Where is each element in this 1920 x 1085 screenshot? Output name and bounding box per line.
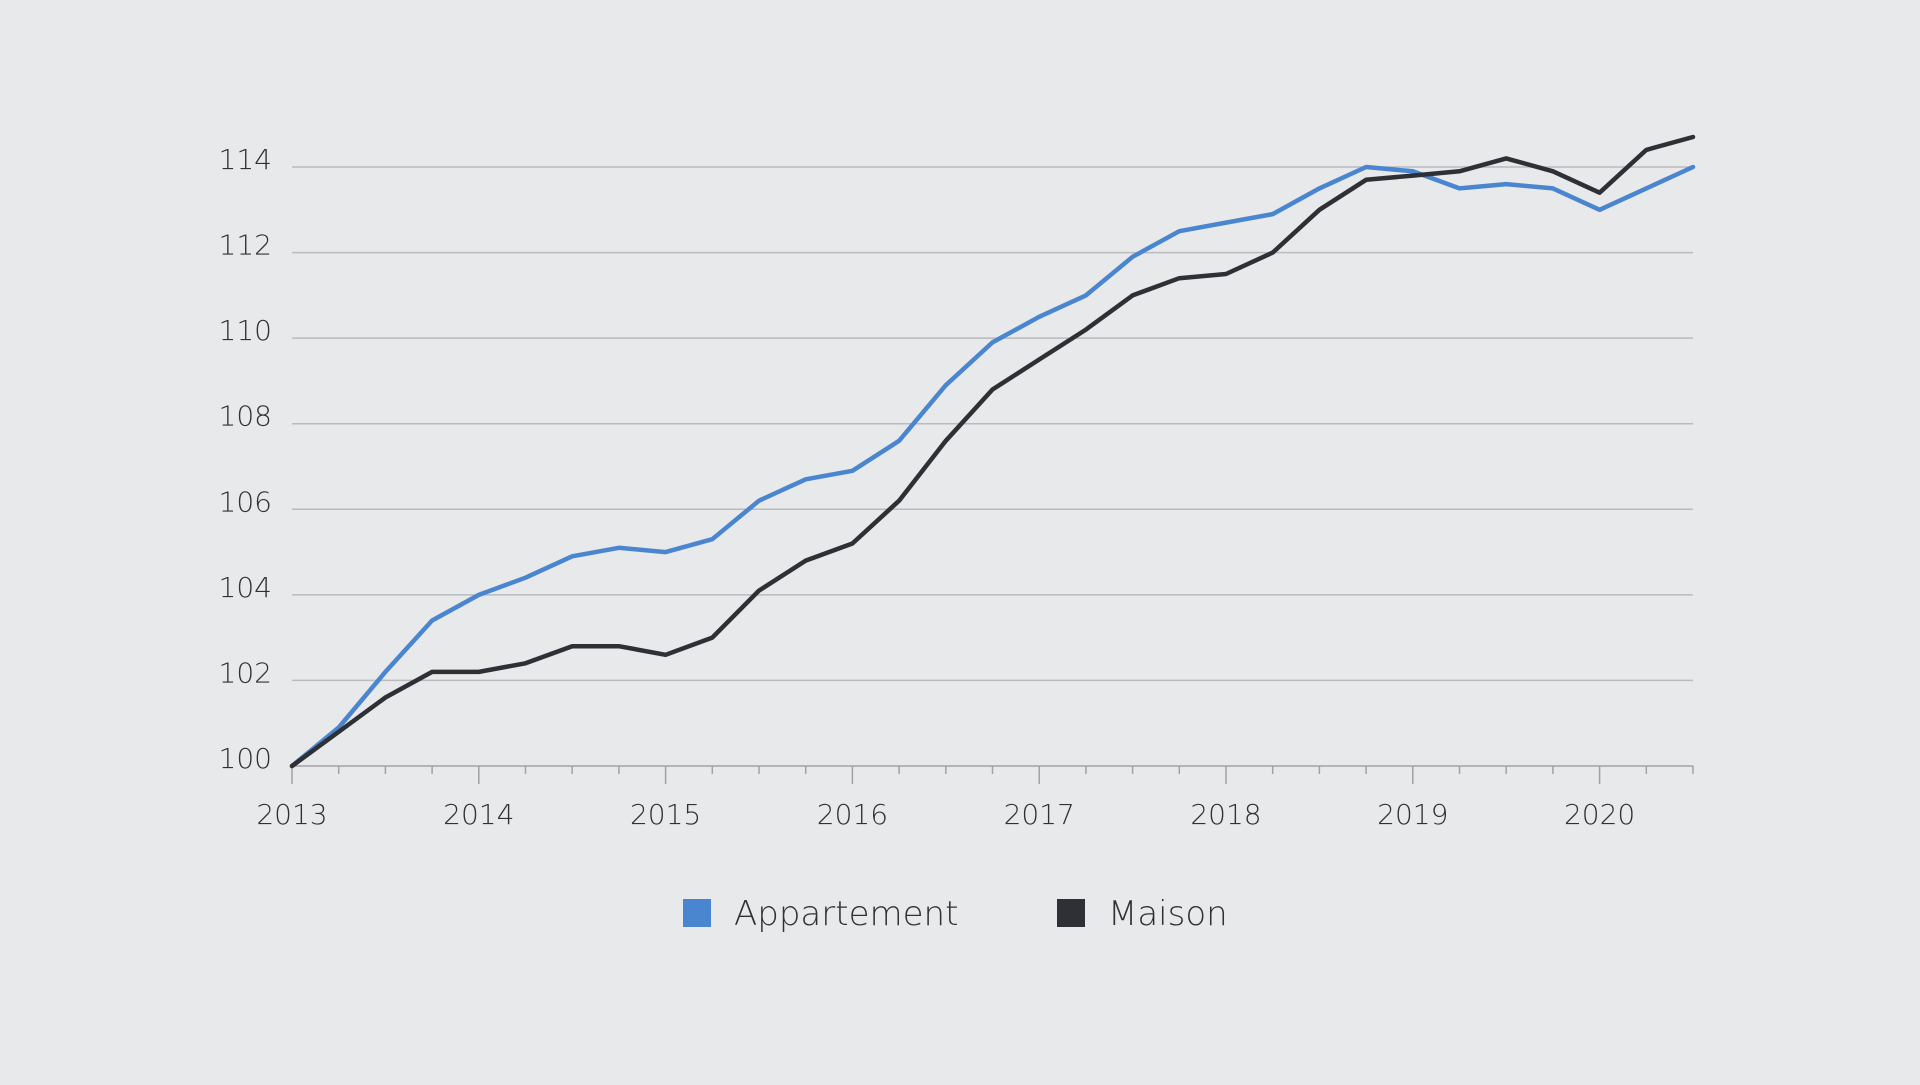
legend-label-maison: Maison: [1108, 894, 1228, 934]
x-tick-label: 2015: [630, 798, 701, 831]
x-tick-label: 2020: [1564, 798, 1635, 831]
y-tick-label: 100: [219, 742, 272, 775]
x-tick-label: 2017: [1004, 798, 1075, 831]
series-line-appartement: [289, 164, 1696, 769]
y-tick-label: 112: [219, 229, 272, 262]
legend-label-appartement: Appartement: [734, 894, 958, 934]
x-tick-label: 2016: [817, 798, 888, 831]
y-tick-label: 102: [219, 656, 272, 689]
y-axis: 100 102 104 106 108 110 112 114: [219, 143, 272, 775]
series-layer: [289, 134, 1696, 769]
y-tick-label: 114: [219, 143, 272, 176]
x-tick-label: 2019: [1377, 798, 1448, 831]
x-axis: 2013 2014 2015 2016 2017 2018 2019 2020: [256, 765, 1694, 831]
legend-swatch-maison: [1057, 899, 1085, 927]
y-tick-label: 104: [219, 571, 272, 604]
y-tick-label: 108: [219, 400, 272, 433]
x-tick-label: 2018: [1190, 798, 1261, 831]
legend-swatch-appartement: [683, 899, 711, 927]
y-tick-label: 106: [219, 485, 272, 518]
x-tick-label: 2013: [256, 798, 327, 831]
series-line-maison: [289, 134, 1696, 769]
grid-layer: [292, 166, 1693, 682]
x-tick-label: 2014: [443, 798, 514, 831]
legend: Appartement Maison: [683, 894, 1228, 934]
y-tick-label: 110: [219, 314, 272, 347]
